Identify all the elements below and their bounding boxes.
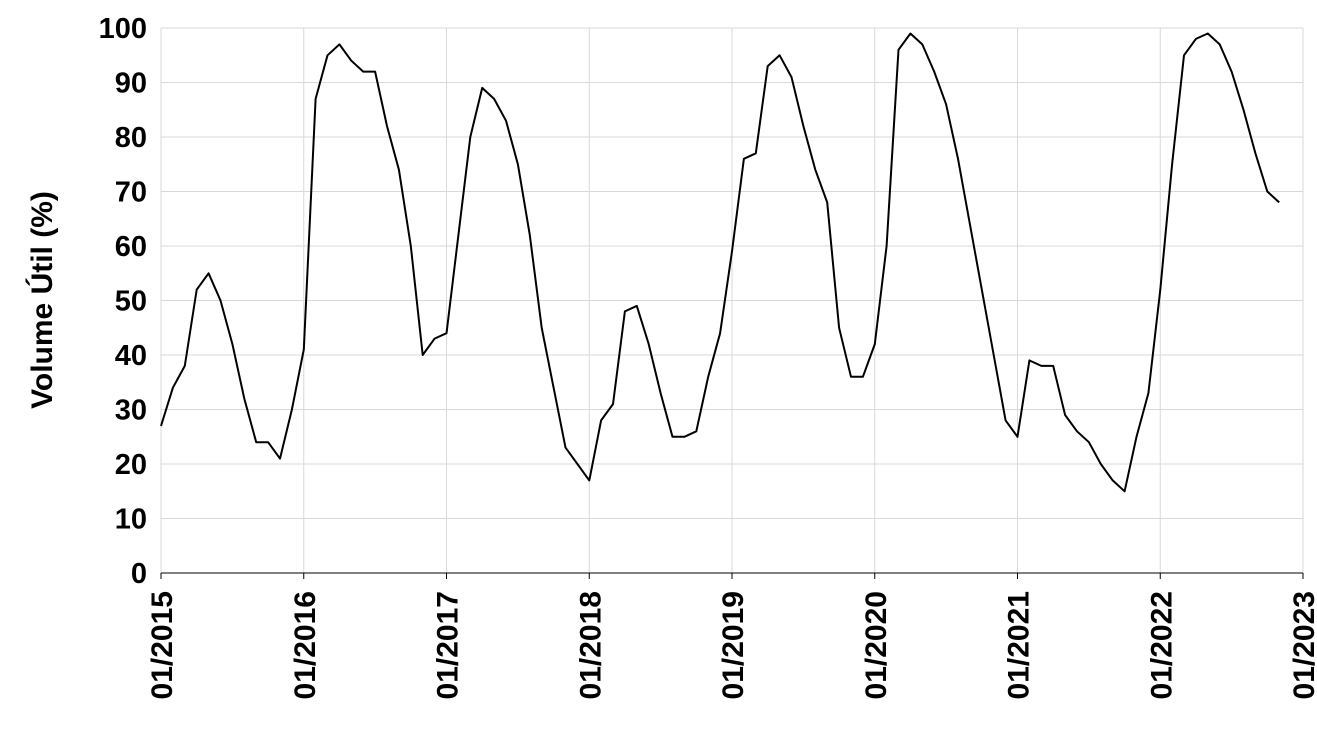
y-axis-title: Volume Útil (%) [25,191,59,409]
y-tick-label: 90 [115,68,147,100]
x-tick-label: 01/2015 [146,591,179,699]
x-tick-label: 01/2018 [574,591,607,699]
x-tick-label: 01/2023 [1288,591,1317,699]
x-tick-label: 01/2020 [860,591,893,699]
y-tick-label: 100 [99,13,147,45]
x-tick-label: 01/2021 [1003,591,1036,699]
data-line [160,32,1280,493]
x-tick-label: 01/2019 [717,591,750,699]
y-tick-label: 40 [115,340,147,372]
y-tick-label: 30 [115,395,147,427]
y-tick-label: 20 [115,449,147,481]
y-tick-label: 50 [115,286,147,318]
y-tick-label: 0 [131,558,147,590]
y-tick-label: 80 [115,122,147,154]
y-tick-label: 10 [115,504,147,536]
y-tick-label: 60 [115,231,147,263]
x-tick-label: 01/2022 [1145,591,1178,699]
x-tick-label: 01/2017 [432,591,465,699]
y-tick-label: 70 [115,177,147,209]
x-tick-label: 01/2016 [289,591,322,699]
